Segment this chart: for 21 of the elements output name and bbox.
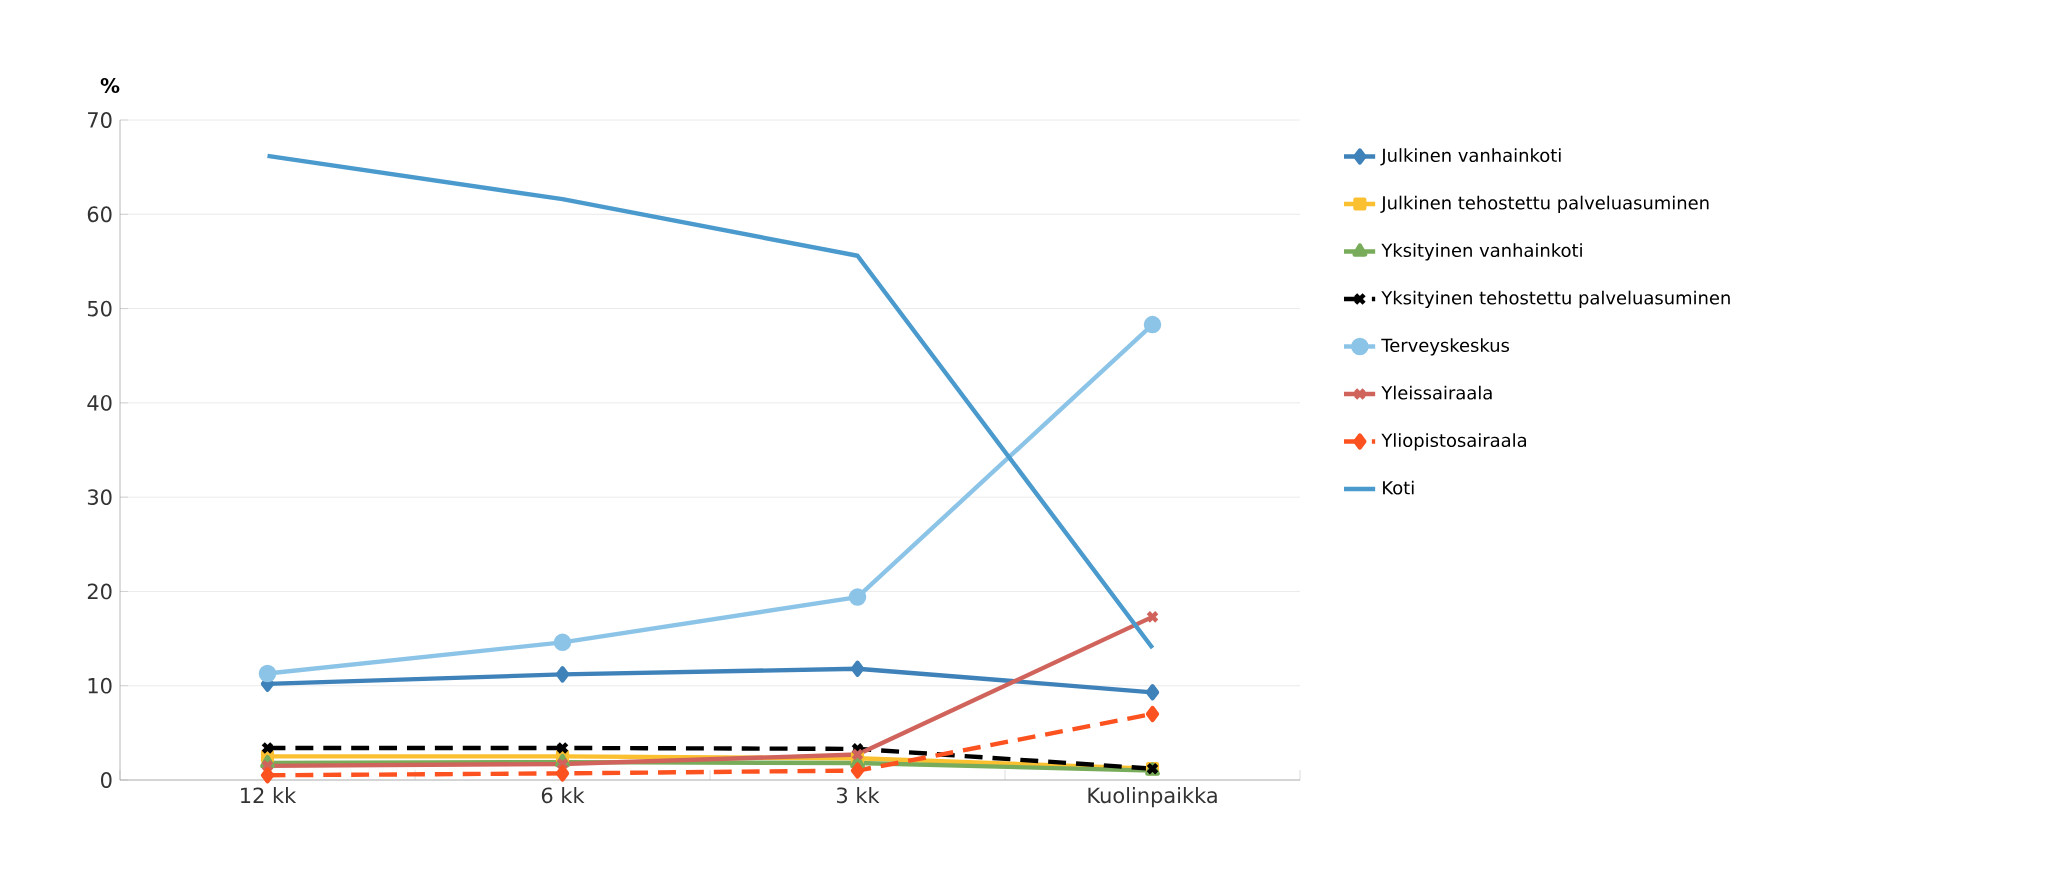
- y-tick-label: 30: [87, 489, 112, 506]
- y-tick-label: 20: [87, 583, 112, 600]
- y-tick-label: 50: [87, 300, 112, 317]
- legend-label: Julkinen vanhainkoti: [1380, 148, 1561, 166]
- legend-label: Yleissairaala: [1381, 385, 1492, 400]
- y-tick-label: 60: [87, 206, 112, 223]
- y-tick-label: 10: [88, 677, 112, 694]
- y-tick-label: 0: [101, 772, 112, 788]
- legend-label: Terveyskeskus: [1381, 338, 1510, 356]
- legend-label: Yliopistosairaala: [1381, 433, 1526, 451]
- y-tick-label: 70: [88, 112, 112, 128]
- x-tick-label: 3 kk: [837, 787, 880, 804]
- legend-label: Koti: [1383, 480, 1414, 495]
- x-tick-label: 6 kk: [541, 787, 585, 804]
- legend-label: Yksityinen vanhainkoti: [1381, 243, 1582, 261]
- x-tick-label: 12 kk: [241, 787, 297, 803]
- y-axis-title: %: [100, 77, 120, 94]
- legend-label: Julkinen tehostettu palveluasuminen: [1380, 195, 1709, 214]
- y-tick-label: 40: [87, 394, 112, 411]
- legend-label: Yksityinen tehostettu palveluasuminen: [1381, 290, 1730, 309]
- x-tick-label: Kuolinpaikka: [1088, 787, 1217, 808]
